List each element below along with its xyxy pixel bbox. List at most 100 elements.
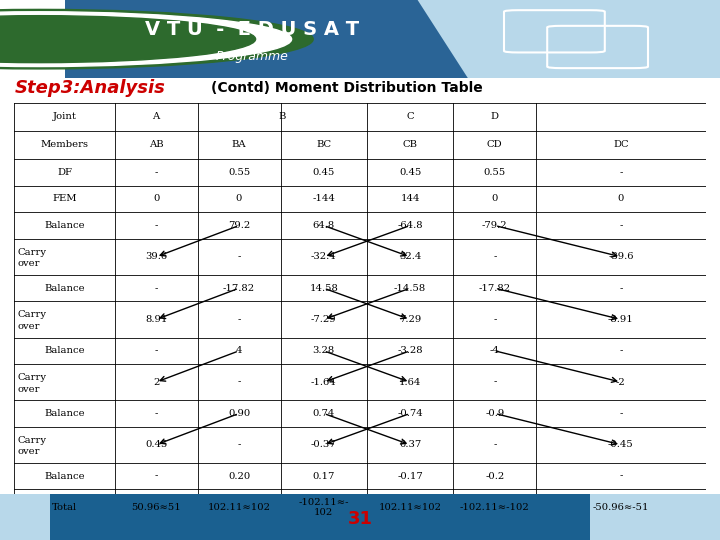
Text: CB: CB: [402, 140, 418, 150]
Text: 0: 0: [153, 194, 159, 204]
Text: -: -: [238, 377, 240, 387]
Text: C: C: [406, 112, 414, 121]
Text: -: -: [493, 252, 497, 261]
Text: 0.55: 0.55: [228, 168, 250, 177]
Text: -102.11≈-
102: -102.11≈- 102: [299, 498, 349, 517]
Text: FEM: FEM: [53, 194, 77, 204]
Text: -64.8: -64.8: [397, 221, 423, 230]
Text: AB: AB: [149, 140, 163, 150]
Text: -102.11≈-102: -102.11≈-102: [460, 503, 530, 512]
Text: 0.45: 0.45: [145, 440, 167, 449]
Text: -: -: [238, 252, 240, 261]
Text: -: -: [619, 221, 623, 230]
Text: -: -: [619, 471, 623, 481]
Text: over: over: [18, 447, 40, 456]
Text: Carry: Carry: [18, 373, 47, 382]
Text: Carry: Carry: [18, 248, 47, 256]
Text: 0.45: 0.45: [399, 168, 421, 177]
Text: over: over: [18, 384, 40, 394]
Text: -: -: [154, 168, 158, 177]
Text: -: -: [154, 409, 158, 418]
Text: BC: BC: [316, 140, 331, 150]
Text: Balance: Balance: [44, 409, 85, 418]
Text: 0: 0: [236, 194, 242, 204]
Text: Balance: Balance: [44, 284, 85, 293]
Text: -50.96≈-51: -50.96≈-51: [593, 503, 649, 512]
Text: -0.45: -0.45: [608, 440, 634, 449]
Polygon shape: [58, 0, 468, 78]
Text: 79.2: 79.2: [228, 221, 250, 230]
Circle shape: [0, 16, 256, 63]
Text: 32.4: 32.4: [399, 252, 421, 261]
Text: 1.64: 1.64: [399, 377, 421, 387]
Text: Balance: Balance: [44, 471, 85, 481]
Circle shape: [0, 9, 313, 69]
Text: Programme: Programme: [215, 50, 289, 63]
Text: -0.74: -0.74: [397, 409, 423, 418]
Text: -144: -144: [312, 194, 335, 204]
Text: -0.9: -0.9: [485, 409, 505, 418]
Text: -17.82: -17.82: [479, 284, 511, 293]
Text: over: over: [18, 259, 40, 268]
Bar: [0, 0, 65, 78]
Bar: [50, 494, 590, 540]
Text: 64.8: 64.8: [312, 221, 335, 230]
Text: Carry: Carry: [18, 310, 47, 319]
Text: 4: 4: [235, 346, 243, 355]
Text: 102.11≈102: 102.11≈102: [207, 503, 271, 512]
Text: V T U  -  E D U S A T: V T U - E D U S A T: [145, 21, 359, 39]
Text: 0.55: 0.55: [484, 168, 506, 177]
Text: -: -: [619, 168, 623, 177]
Text: Joint: Joint: [53, 112, 76, 121]
Text: -: -: [154, 221, 158, 230]
Text: -: -: [493, 315, 497, 324]
Text: 3.28: 3.28: [312, 346, 335, 355]
Text: -: -: [154, 471, 158, 481]
Text: -39.6: -39.6: [608, 252, 634, 261]
Text: 0.37: 0.37: [399, 440, 421, 449]
Text: -3.28: -3.28: [397, 346, 423, 355]
Text: Total: Total: [52, 503, 77, 512]
Text: B: B: [279, 112, 286, 121]
Text: Balance: Balance: [44, 221, 85, 230]
Text: -: -: [493, 440, 497, 449]
Text: -8.91: -8.91: [608, 315, 634, 324]
Text: 50.96≈51: 50.96≈51: [131, 503, 181, 512]
Text: 0.90: 0.90: [228, 409, 250, 418]
Text: 0.74: 0.74: [312, 409, 335, 418]
Text: -32.4: -32.4: [311, 252, 336, 261]
Text: Members: Members: [40, 140, 89, 150]
Text: -0.17: -0.17: [397, 471, 423, 481]
Text: 144: 144: [400, 194, 420, 204]
Text: -: -: [493, 377, 497, 387]
Text: 0.45: 0.45: [312, 168, 335, 177]
Text: -1.64: -1.64: [311, 377, 336, 387]
Text: Carry: Carry: [18, 436, 47, 444]
Text: (Contd) Moment Distribution Table: (Contd) Moment Distribution Table: [212, 81, 483, 94]
Text: 8.91: 8.91: [145, 315, 167, 324]
Text: DF: DF: [57, 168, 72, 177]
Text: over: over: [18, 322, 40, 331]
Text: -0.37: -0.37: [311, 440, 336, 449]
Text: -2: -2: [616, 377, 626, 387]
Text: -14.58: -14.58: [394, 284, 426, 293]
Text: D: D: [491, 112, 499, 121]
Text: 14.58: 14.58: [310, 284, 338, 293]
Text: -7.29: -7.29: [311, 315, 336, 324]
Text: BA: BA: [232, 140, 246, 150]
Text: -: -: [238, 440, 240, 449]
Text: 0: 0: [492, 194, 498, 204]
Text: -79.2: -79.2: [482, 221, 508, 230]
Text: 0.20: 0.20: [228, 471, 250, 481]
Text: -: -: [619, 284, 623, 293]
Text: -: -: [619, 346, 623, 355]
Text: -: -: [154, 284, 158, 293]
Text: -: -: [619, 409, 623, 418]
Text: -: -: [154, 346, 158, 355]
Text: 7.29: 7.29: [399, 315, 421, 324]
Text: -4: -4: [490, 346, 500, 355]
Text: CD: CD: [487, 140, 503, 150]
Text: A: A: [153, 112, 160, 121]
Text: DC: DC: [613, 140, 629, 150]
Text: 2: 2: [153, 377, 159, 387]
